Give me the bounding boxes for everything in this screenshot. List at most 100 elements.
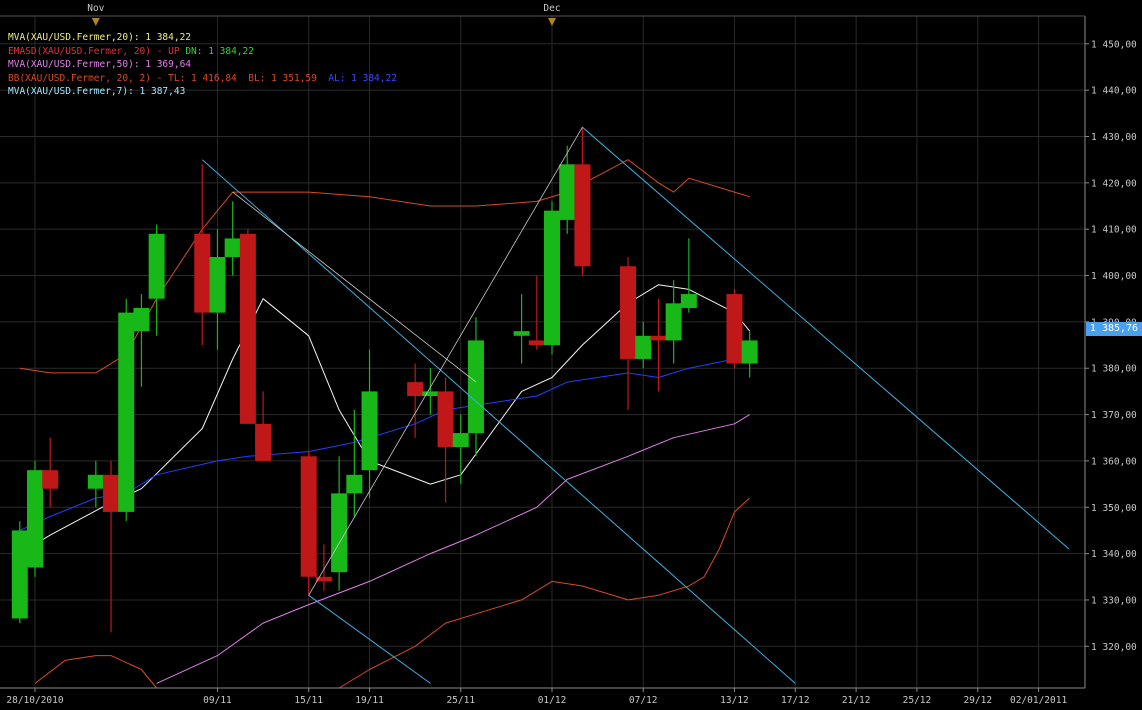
- candle: [224, 201, 241, 276]
- overlay-line-2: [156, 414, 750, 684]
- candle: [513, 294, 530, 364]
- candle-body: [239, 233, 256, 424]
- overlay-line-5: [201, 159, 796, 684]
- month-marker-icon: [91, 18, 100, 26]
- candle: [726, 289, 743, 369]
- x-tick-label: 19/11: [355, 695, 384, 706]
- candle: [118, 298, 135, 522]
- candle: [87, 460, 104, 508]
- candle-body: [665, 303, 682, 341]
- candle: [300, 451, 317, 596]
- candle: [209, 229, 226, 350]
- legend-entry: EMASD(XAU/USD.Fermer, 20) - UP DN: 1 384…: [8, 45, 397, 59]
- y-tick-label: 1 380,00: [1091, 364, 1137, 375]
- y-tick-label: 1 430,00: [1091, 132, 1137, 143]
- candle-body: [133, 307, 150, 332]
- candle: [620, 256, 637, 410]
- candle-body: [680, 294, 697, 308]
- legend-text: EMASD(XAU/USD.Fermer, 20) - UP: [8, 45, 186, 57]
- legend-text: AL: 1 384,22: [328, 72, 397, 84]
- overlay-line-9: [232, 191, 477, 383]
- candle: [452, 414, 469, 485]
- candle-body: [620, 266, 637, 359]
- candle-body: [650, 335, 667, 341]
- x-tick-label: 01/12: [538, 695, 567, 706]
- candle: [11, 521, 28, 624]
- overlay-line-7: [308, 594, 431, 684]
- y-tick-label: 1 370,00: [1091, 410, 1137, 421]
- candle-body: [224, 238, 241, 257]
- candle: [680, 238, 697, 313]
- candles: [11, 127, 758, 633]
- candle-body: [118, 312, 135, 512]
- candle: [239, 229, 256, 424]
- candle-body: [513, 331, 530, 336]
- candle-body: [452, 433, 469, 448]
- candle: [133, 294, 150, 387]
- candle: [42, 437, 59, 508]
- candle-body: [148, 233, 165, 299]
- candle: [361, 349, 378, 498]
- x-tick-label: 15/11: [294, 695, 323, 706]
- y-tick-label: 1 450,00: [1091, 39, 1137, 50]
- x-tick-label: 13/12: [720, 695, 749, 706]
- y-tick-label: 1 420,00: [1091, 178, 1137, 189]
- candle-body: [635, 335, 652, 359]
- candle-body: [255, 423, 272, 461]
- candle-body: [741, 340, 758, 364]
- legend-entry: MVA(XAU/USD.Fermer,7): 1 387,43: [8, 85, 397, 99]
- candle-body: [315, 576, 332, 582]
- candle: [635, 321, 652, 369]
- candle: [148, 224, 165, 336]
- indicator-legend: MVA(XAU/USD.Fermer,20): 1 384,22 EMASD(XA…: [8, 31, 397, 99]
- y-tick-label: 1 360,00: [1091, 456, 1137, 467]
- candle: [315, 544, 332, 591]
- month-marker-icon: [548, 18, 556, 26]
- current-price-tag: 1 385,76: [1086, 322, 1142, 336]
- legend-entry: BB(XAU/USD.Fermer, 20, 2) - TL: 1 416,84…: [8, 72, 397, 86]
- candle: [346, 409, 363, 517]
- candle-body: [422, 391, 439, 397]
- candle-body: [27, 470, 43, 568]
- legend-text: BB(XAU/USD.Fermer, 20, 2) - TL: 1 416,84…: [8, 72, 329, 84]
- candle-body: [194, 233, 211, 313]
- candle-body: [574, 164, 591, 267]
- candle-body: [42, 470, 59, 489]
- overlay-line-4: [34, 497, 751, 689]
- y-tick-label: 1 340,00: [1091, 549, 1137, 560]
- month-label: Dec: [543, 3, 560, 14]
- candle-body: [209, 256, 226, 313]
- candle-body: [331, 493, 348, 573]
- axes: 1 320,00 1 330,00 1 340,00 1 350,00 1 360,00…: [0, 3, 1137, 706]
- candle-body: [87, 474, 104, 489]
- overlay-line-0: [19, 284, 751, 555]
- candle-body: [300, 456, 317, 577]
- candle-body: [467, 340, 484, 434]
- y-tick-label: 1 410,00: [1091, 225, 1137, 236]
- legend-entry: MVA(XAU/USD.Fermer,50): 1 369,64: [8, 58, 397, 72]
- candle-body: [559, 164, 576, 220]
- x-tick-label: 25/12: [903, 695, 932, 706]
- candle: [437, 377, 454, 503]
- candle: [27, 460, 43, 577]
- y-tick-label: 1 320,00: [1091, 642, 1137, 653]
- candle: [331, 456, 348, 591]
- legend-text: MVA(XAU/USD.Fermer,20): 1 384,22: [8, 32, 192, 43]
- candle: [528, 275, 545, 350]
- candle: [255, 391, 272, 461]
- candle-body: [528, 340, 545, 346]
- candle: [665, 280, 682, 364]
- candle-body: [346, 474, 363, 494]
- legend-text: MVA(XAU/USD.Fermer,7): 1 387,43: [8, 86, 186, 98]
- candle: [407, 363, 424, 438]
- candle: [103, 460, 120, 633]
- candle: [544, 201, 560, 355]
- candle: [559, 145, 576, 234]
- legend-entry: MVA(XAU/USD.Fermer,20): 1 384,22: [8, 31, 397, 45]
- candle-body: [437, 391, 454, 448]
- candle-body: [11, 530, 28, 619]
- overlay-line-6: [582, 126, 1070, 550]
